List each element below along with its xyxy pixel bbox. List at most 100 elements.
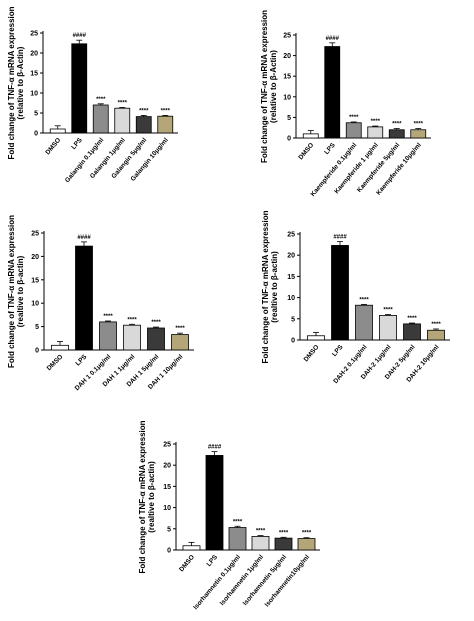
y-tick-label: 5	[291, 316, 295, 323]
y-tick-label: 5	[35, 324, 39, 331]
significance-label: ****	[127, 317, 137, 323]
y-tick-label: 10	[163, 505, 171, 512]
y-tick-label: 0	[35, 348, 39, 355]
bar-5	[147, 327, 165, 351]
bar-3	[228, 527, 247, 551]
y-tick-label: 20	[287, 253, 295, 260]
significance-label: ####	[77, 235, 91, 241]
x-tick-label: LPS	[331, 343, 345, 358]
significance-label: ####	[208, 445, 222, 451]
y-tick-label: 5	[167, 526, 171, 533]
bar-1	[182, 545, 201, 551]
y-tick-label: 0	[34, 131, 38, 138]
significance-label: ****	[256, 529, 266, 535]
y-tick-label: 20	[163, 463, 171, 470]
y-tick-label: 25	[31, 231, 39, 238]
x-tick-label: DMSO	[178, 554, 196, 573]
significance-label: ####	[326, 36, 340, 42]
bar-1	[302, 133, 319, 139]
y-tick-label: 25	[283, 33, 291, 40]
significance-label: ****	[279, 530, 289, 536]
significance-label: ****	[371, 119, 381, 125]
bar-3	[345, 122, 362, 139]
significance-label: ****	[151, 320, 161, 326]
chart-panel-3: Fold change of TNF-α mRNA expression (rea…	[7, 215, 194, 392]
significance-label: ****	[233, 519, 243, 525]
y-tick-label: 20	[283, 53, 291, 60]
x-tick-label: LPS	[206, 553, 220, 568]
bar-3	[92, 104, 109, 134]
y-tick-label: 20	[31, 254, 39, 261]
x-tick-label: Galangin 0.1μg/ml	[64, 137, 105, 185]
y-tick-label: 15	[163, 484, 171, 491]
y-tick-label: 15	[30, 71, 38, 78]
bar-2	[331, 245, 349, 341]
y-tick-label: 15	[31, 277, 39, 284]
bar-5	[403, 323, 421, 341]
y-tick-label: 10	[31, 301, 39, 308]
y-tick-label: 10	[287, 295, 295, 302]
bar-4	[123, 324, 141, 351]
bar-4	[379, 315, 397, 341]
chart-panel-4: Fold change of TNF-α mRNA expression (rea…	[261, 210, 450, 385]
bar-1	[51, 344, 69, 351]
bar-5	[388, 129, 405, 139]
y-tick-label: 15	[283, 74, 291, 81]
y-axis-label-sub: (realtive to β-actin)	[270, 251, 279, 323]
x-tick-label: Kaempferide 10μg/ml	[375, 142, 423, 197]
significance-label: ####	[333, 235, 347, 241]
significance-label: ****	[414, 122, 424, 128]
bar-4	[251, 536, 270, 551]
y-tick-label: 25	[287, 232, 295, 239]
significance-label: ****	[392, 122, 402, 128]
y-axis-label: Fold change of TNF-α mRNA expression	[7, 215, 16, 368]
y-axis-label-sub: (realtive to β-actin)	[16, 255, 25, 327]
y-tick-label: 20	[30, 51, 38, 58]
significance-label: ****	[359, 297, 369, 303]
x-tick-label: DMSO	[46, 353, 65, 372]
significance-label: ****	[96, 97, 106, 103]
x-tick-label: Galangin 10μg/ml	[130, 137, 170, 183]
y-tick-label: 5	[287, 115, 291, 122]
bar-6	[297, 538, 316, 551]
bar-2	[75, 245, 93, 351]
significance-label: ****	[383, 308, 393, 314]
bar-6	[410, 129, 427, 139]
y-axis-label: Fold change of TNF-α mRNA expression	[138, 420, 147, 573]
bar-1	[49, 128, 66, 134]
bar-2	[71, 43, 88, 134]
significance-label: ****	[175, 326, 185, 332]
bar-3	[355, 304, 373, 341]
y-axis-label: Fold change of TNF-α mRNA expression	[7, 6, 16, 159]
y-tick-label: 0	[287, 136, 291, 143]
x-tick-label: DMSO	[303, 344, 321, 363]
y-tick-label: 10	[30, 91, 38, 98]
significance-label: ####	[73, 33, 87, 39]
y-tick-label: 15	[287, 274, 295, 281]
y-tick-label: 10	[283, 94, 291, 101]
y-axis-label-sub: (relative to β-Actin)	[269, 50, 278, 123]
bar-6	[171, 334, 189, 351]
significance-label: ****	[407, 316, 417, 322]
bar-4	[114, 107, 131, 134]
x-tick-label: LPS	[323, 141, 337, 156]
y-tick-label: 0	[167, 548, 171, 555]
bar-5	[274, 537, 293, 551]
bar-3	[99, 321, 117, 351]
y-tick-label: 25	[30, 31, 38, 38]
bar-6	[427, 329, 445, 341]
x-tick-label: DMSO	[44, 137, 62, 156]
bar-4	[367, 126, 384, 139]
y-axis-label: Fold change of TNF-α mRNA expression	[260, 10, 269, 163]
significance-label: ****	[103, 314, 113, 320]
y-tick-label: 0	[291, 338, 295, 345]
x-tick-label: Isorhamnetin 5μg/ml	[242, 554, 288, 607]
significance-label: ****	[349, 115, 359, 121]
significance-label: ****	[431, 322, 441, 328]
significance-label: ****	[302, 531, 312, 537]
significance-label: ****	[161, 108, 171, 114]
significance-label: ****	[118, 100, 128, 106]
y-axis-label-sub: (relative to β-Actin)	[16, 46, 25, 119]
bar-1	[307, 335, 325, 341]
